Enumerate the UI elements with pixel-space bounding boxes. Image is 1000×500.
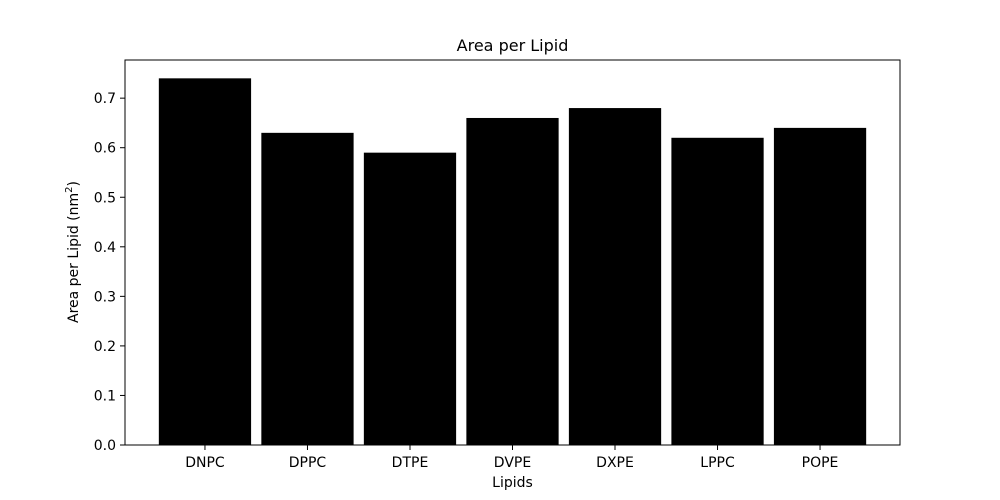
bar-dvpe [466,117,559,446]
x-tick-label: DNPC [185,455,225,471]
bar-lppc [671,137,764,445]
y-axis-label: Area per Lipid (nm2) [64,181,82,323]
y-tick-label: 0.0 [94,438,116,454]
x-tick-label: DTPE [392,455,429,471]
y-tick-label: 0.2 [94,339,116,355]
y-tick-label: 0.6 [94,141,116,157]
y-axis-ticks: 0.0 0.1 0.2 0.3 0.4 0.5 0.6 0.7 [94,91,125,454]
y-tick-label: 0.1 [94,388,116,404]
bar-dxpe [568,108,662,446]
y-axis-label-end: ) [66,181,82,186]
bar-dnpc [158,78,252,445]
y-tick-label: 0.3 [94,289,116,305]
x-axis-ticks: DNPC DPPC DTPE DVPE DXPE LPPC POPE [185,445,838,471]
bar-dtpe [363,152,457,445]
bar-pope [773,127,867,446]
bar-dppc [261,132,354,446]
x-tick-label: DXPE [596,455,634,471]
y-axis-label-superscript: 2 [64,186,75,192]
x-axis-label: Lipids [492,475,533,491]
bar-group [158,78,867,446]
x-tick-label: LPPC [700,455,735,471]
y-tick-label: 0.5 [94,190,116,206]
plot-area: DNPC DPPC DTPE DVPE DXPE LPPC POPE 0.00.10.20.… [94,59,901,471]
x-tick-label: DPPC [289,455,327,471]
x-tick-label: DVPE [494,455,531,471]
y-axis-label-main: Area per Lipid (nm [66,193,82,323]
x-tick-label: POPE [802,455,839,471]
y-tick-label: 0.7 [94,91,116,107]
chart-title: Area per Lipid [457,36,569,55]
y-tick-label: 0.4 [94,240,116,256]
